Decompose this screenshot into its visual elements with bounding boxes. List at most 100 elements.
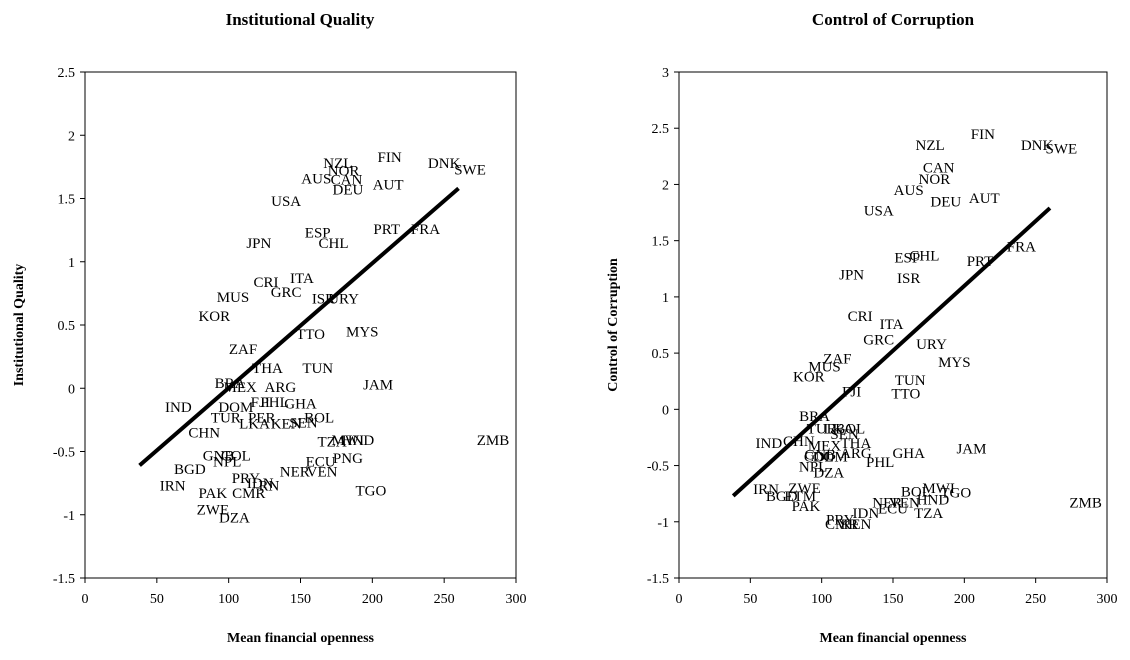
chart2-point-label: BGD <box>766 489 798 505</box>
chart1-point-label: TGO <box>355 484 386 500</box>
chart2-point-label: DEU <box>930 194 961 210</box>
chart2-point-label: NOR <box>919 172 951 188</box>
chart2-title: Control of Corruption <box>812 10 975 29</box>
chart2-point-label: SWE <box>1046 141 1078 157</box>
chart2-point-label: CAN <box>923 161 955 177</box>
chart2-x-tick-label: 0 <box>676 592 683 607</box>
chart1-point-label: USA <box>271 194 301 210</box>
chart1-point-label: ZMB <box>477 433 510 449</box>
chart1-point-label: JAM <box>363 377 393 393</box>
chart2-point-label: IDN <box>853 506 880 522</box>
chart1-point-label: DZA <box>219 510 250 526</box>
chart2-y-tick-label: -1 <box>657 516 669 531</box>
chart2-point-label: CRI <box>848 309 873 325</box>
chart2-point-label: HND <box>917 492 950 508</box>
chart1-title: Institutional Quality <box>226 10 375 29</box>
chart2-point-label: JAM <box>956 442 986 458</box>
chart1-y-tick-label: -1 <box>63 509 75 524</box>
chart2-point-label: KOR <box>793 370 825 386</box>
chart2-x-tick-label: 50 <box>743 592 757 607</box>
chart1-point-label: ZWE <box>197 503 229 519</box>
chart2-point-label: DZA <box>813 465 844 481</box>
chart1-point-label: CRI <box>254 275 279 291</box>
chart2-point-label: MWI <box>922 481 955 497</box>
chart2-point-label: MEX <box>808 438 842 454</box>
chart2-y-tick-label: -1.5 <box>647 572 669 587</box>
chart1-point-label: CAN <box>331 173 363 189</box>
chart1-point-label: THA <box>252 361 283 377</box>
chart1-point-label: PHL <box>260 395 288 411</box>
chart2-point-label: DOM <box>813 450 848 466</box>
chart1-point-label: RN <box>258 479 279 495</box>
chart1-point-label: NZL <box>323 156 352 172</box>
chart1-point-label: ZAF <box>229 342 257 358</box>
chart2-point-label: ETM <box>784 489 816 505</box>
chart1-point-label: DEU <box>332 183 363 199</box>
chart2-point-label: PRY <box>826 513 855 529</box>
chart2-y-tick-label: 1 <box>662 291 669 306</box>
chart1-point-label: IRN <box>160 479 186 495</box>
chart2-y-tick-label: 2 <box>662 178 669 193</box>
chart2-point-label: PHL <box>866 455 894 471</box>
chart1-point-label: CHL <box>319 236 349 252</box>
chart1-point-label: GNB <box>203 448 235 464</box>
chart2-point-label: KEN <box>840 517 871 533</box>
chart2-point-label: COL <box>804 450 834 466</box>
chart1-y-tick-label: -1.5 <box>53 572 75 587</box>
chart2-y-tick-label: 3 <box>662 66 669 81</box>
chart2-y-tick-label: -0.5 <box>647 460 669 475</box>
chart1-x-tick-label: 300 <box>506 592 527 607</box>
chart1-point-label: BOL <box>304 410 334 426</box>
chart2-point-label: TUR <box>807 421 837 437</box>
chart2-x-tick-label: 150 <box>883 592 904 607</box>
chart2-y-tick-label: 0.5 <box>652 347 670 362</box>
chart1-point-label: ITA <box>290 271 314 287</box>
chart1-point-label: JPN <box>246 236 271 252</box>
chart1-point-label: DNK <box>428 156 461 172</box>
chart2-point-label: LKA <box>823 421 854 437</box>
chart1-point-label: NER <box>280 465 310 481</box>
chart2-point-label: PAK <box>792 499 821 515</box>
chart2-point-label: BOL <box>901 484 931 500</box>
chart2-point-label: GNB <box>804 447 836 463</box>
chart1-point-label: ECU <box>306 455 336 471</box>
chart1-point-label: CMR <box>232 486 265 502</box>
chart2-y-tick-label: 0 <box>662 403 669 418</box>
chart2-point-label: ESP <box>894 251 920 267</box>
chart1-point-label: GRC <box>271 285 302 301</box>
chart2-point-label: AUS <box>894 183 924 199</box>
chart2-point-label: GHA <box>892 446 925 462</box>
chart2-x-tick-label: 300 <box>1097 592 1118 607</box>
chart2-x-tick-label: 250 <box>1025 592 1046 607</box>
chart1-point-label: AUT <box>373 178 404 194</box>
chart2-point-label: ITA <box>880 317 904 333</box>
chart2-point-label: DNK <box>1021 138 1054 154</box>
chart2-point-label: AUT <box>969 191 1000 207</box>
chart1-y-tick-label: 2 <box>68 129 75 144</box>
chart1-point-label: PRT <box>373 222 400 238</box>
chart1-point-label: BGD <box>174 462 206 478</box>
chart2-point-label: NZL <box>916 138 945 154</box>
chart1-x-tick-label: 150 <box>290 592 311 607</box>
chart1-y-axis-label: Institutional Quality <box>12 264 27 387</box>
chart1-y-tick-label: 1.5 <box>58 193 76 208</box>
chart2-point-label: TUN <box>895 373 926 389</box>
chart2-point-label: ECU <box>878 501 908 517</box>
chart1-y-tick-label: 0 <box>68 382 75 397</box>
chart1-point-label: LKA <box>239 417 270 433</box>
chart1-point-label: KEN <box>271 417 302 433</box>
chart2-x-tick-label: 100 <box>811 592 832 607</box>
chart2-point-label: MUS <box>808 360 841 376</box>
chart2-point-label: JPN <box>839 267 864 283</box>
chart1-point-label: KOR <box>198 309 230 325</box>
chart2-y-tick-label: 2.5 <box>652 122 670 137</box>
chart2-point-label: CMR <box>825 517 858 533</box>
chart2-y-tick-label: 1.5 <box>652 235 670 250</box>
chart1-y-tick-label: 0.5 <box>58 319 76 334</box>
chart2-point-label: BOL <box>835 421 865 437</box>
chart2-point-label: ZWE <box>788 481 820 497</box>
chart2-point-label: ZMB <box>1069 496 1102 512</box>
chart1-point-label: TZA <box>318 434 347 450</box>
chart1-point-label: MYS <box>346 324 379 340</box>
chart2-point-label: GRC <box>863 333 894 349</box>
